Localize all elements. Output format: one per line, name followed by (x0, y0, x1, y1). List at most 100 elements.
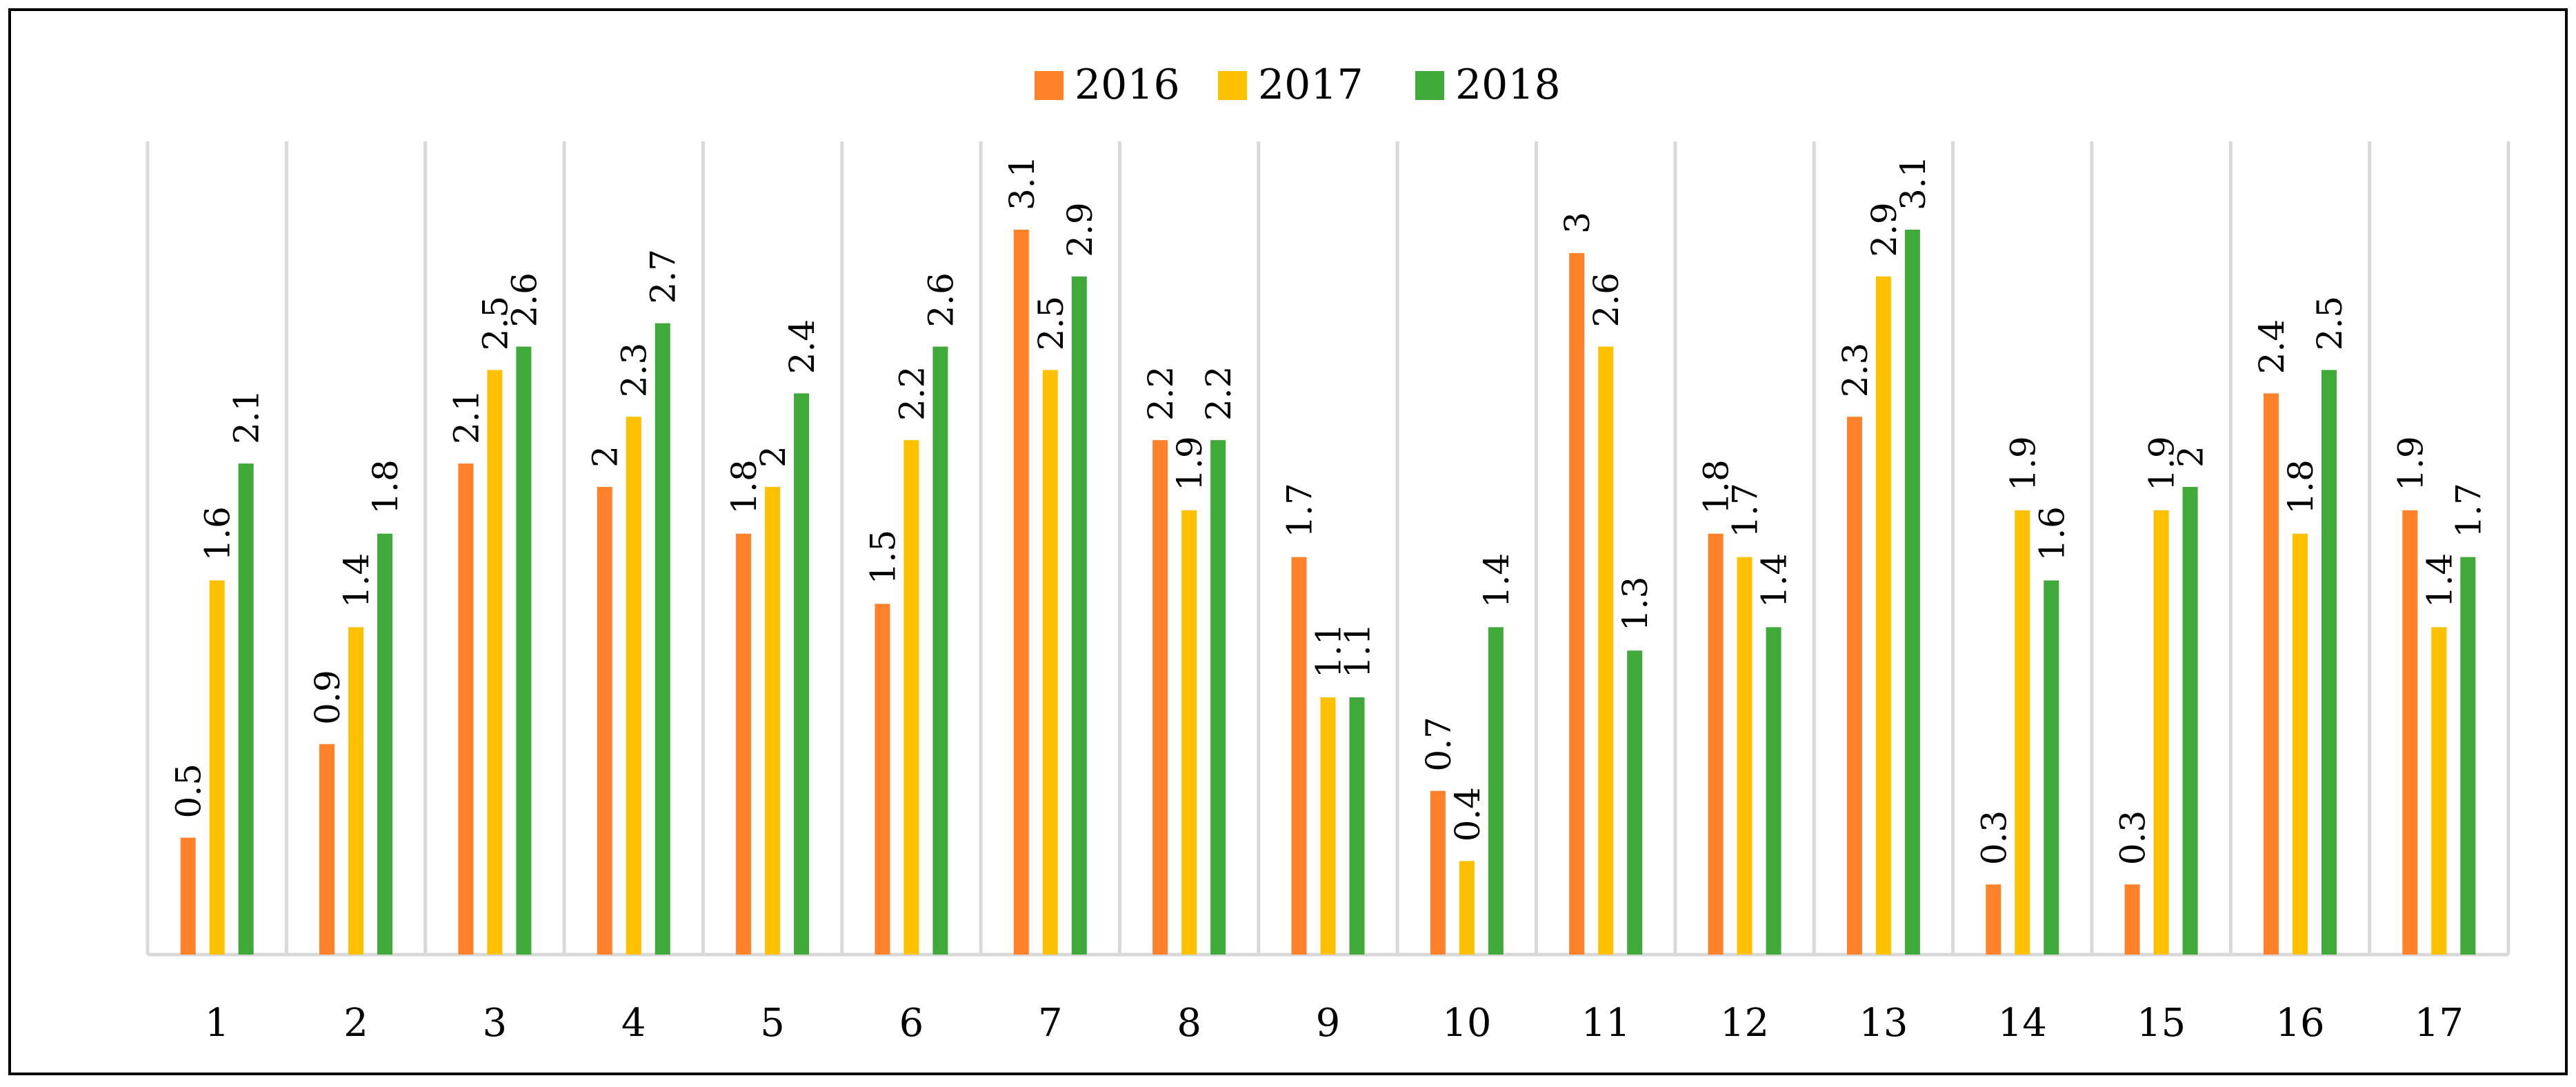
bar (1320, 697, 1336, 955)
data-label: 1.8 (724, 459, 764, 515)
bar (1071, 276, 1087, 955)
x-tick-label: 2 (343, 1001, 368, 1046)
data-label: 1.9 (2003, 436, 2043, 491)
bar (2321, 370, 2337, 955)
x-tick-label: 13 (1859, 1001, 1908, 1046)
bar (1846, 417, 1862, 955)
bars (180, 230, 2476, 955)
bar (319, 744, 335, 955)
data-label: 3.1 (1893, 155, 1933, 210)
data-label: 1.1 (1338, 624, 1378, 679)
data-label: 0.9 (308, 670, 348, 725)
data-label: 0.4 (1448, 787, 1488, 842)
chart-frame (8, 8, 2568, 1075)
data-label: 2 (586, 446, 626, 468)
data-label: 2.6 (1586, 272, 1626, 328)
x-tick-label: 3 (483, 1001, 508, 1046)
x-tick-label: 15 (2137, 1001, 2186, 1046)
legend-item: 2018 (1415, 61, 1561, 109)
bar (458, 463, 474, 955)
data-label: 2.9 (1864, 202, 1904, 257)
data-label: 2.3 (1835, 343, 1875, 398)
data-label: 2.5 (475, 296, 515, 351)
data-label: 2.6 (921, 272, 961, 328)
bar (736, 533, 752, 955)
bar (597, 486, 612, 955)
bar (1598, 346, 1614, 955)
bar (1430, 790, 1446, 955)
bar (765, 486, 781, 955)
data-label: 1.1 (1309, 624, 1349, 679)
legend-label: 2016 (1075, 61, 1180, 109)
x-tick-label: 17 (2415, 1001, 2464, 1046)
bar (903, 440, 919, 955)
legend-swatch (1035, 71, 1064, 100)
bar (2402, 510, 2418, 955)
data-label: 2.5 (2310, 296, 2350, 351)
bar (1766, 627, 1781, 955)
x-tick-label: 7 (1038, 1001, 1063, 1046)
data-label: 0.7 (1419, 717, 1459, 772)
data-label: 3.1 (1002, 155, 1042, 210)
bar (1013, 230, 1029, 955)
data-label: 2.5 (1031, 296, 1071, 351)
data-label: 1.4 (1755, 553, 1795, 608)
x-tick-label: 8 (1177, 1001, 1201, 1046)
legend-label: 2017 (1258, 61, 1364, 109)
x-tick-label: 10 (1442, 1001, 1491, 1046)
bar (626, 417, 641, 955)
data-label: 1.6 (198, 506, 238, 561)
bar (2431, 627, 2447, 955)
data-label: 1.9 (2390, 436, 2430, 491)
legend-swatch (1415, 71, 1444, 100)
data-label: 1.5 (863, 530, 903, 585)
bar (655, 323, 670, 955)
bar (1181, 510, 1197, 955)
bar (180, 837, 196, 955)
bar (487, 370, 503, 955)
bar (377, 533, 393, 955)
data-label: 1.4 (1477, 553, 1517, 608)
x-tick-labels: 1 2 3 4 5 6 7 8 9 10 11 12 13 14 15 16 17 (205, 1001, 2464, 1046)
bar (1904, 230, 1920, 955)
x-tick-label: 11 (1581, 1001, 1630, 1046)
data-label: 1.7 (1726, 483, 1766, 538)
x-tick-label: 5 (760, 1001, 785, 1046)
data-label: 2.2 (892, 366, 932, 421)
data-label: 1.7 (1280, 483, 1320, 538)
data-label: 2.4 (782, 319, 822, 375)
data-label: 0.3 (1974, 810, 2014, 866)
bar (1875, 276, 1891, 955)
bar (1152, 440, 1168, 955)
data-label: 1.9 (2142, 436, 2182, 491)
bar (1986, 884, 2001, 955)
bar (1737, 557, 1753, 955)
data-label: 1.4 (337, 553, 377, 608)
bar (1210, 440, 1226, 955)
data-label: 1.8 (1697, 459, 1737, 515)
bar (2153, 510, 2169, 955)
bar (209, 580, 225, 955)
bar (2263, 393, 2279, 955)
data-label: 1.6 (2032, 506, 2072, 561)
bar (1291, 557, 1307, 955)
bar (2292, 533, 2308, 955)
data-label: 3 (1557, 212, 1597, 234)
data-label: 2.9 (1060, 202, 1100, 257)
bar (2460, 557, 2476, 955)
x-tick-label: 4 (621, 1001, 646, 1046)
x-tick-label: 12 (1720, 1001, 1769, 1046)
bar (1627, 650, 1643, 955)
data-label: 2 (2171, 446, 2211, 468)
bar (238, 463, 254, 955)
bar (875, 604, 890, 955)
data-label: 0.5 (169, 764, 209, 819)
bar (2182, 486, 2198, 955)
legend-item: 2017 (1218, 61, 1364, 109)
data-label: 1.7 (2448, 483, 2488, 538)
bar (1708, 533, 1724, 955)
legend-item: 2016 (1035, 61, 1180, 109)
bar (516, 346, 532, 955)
